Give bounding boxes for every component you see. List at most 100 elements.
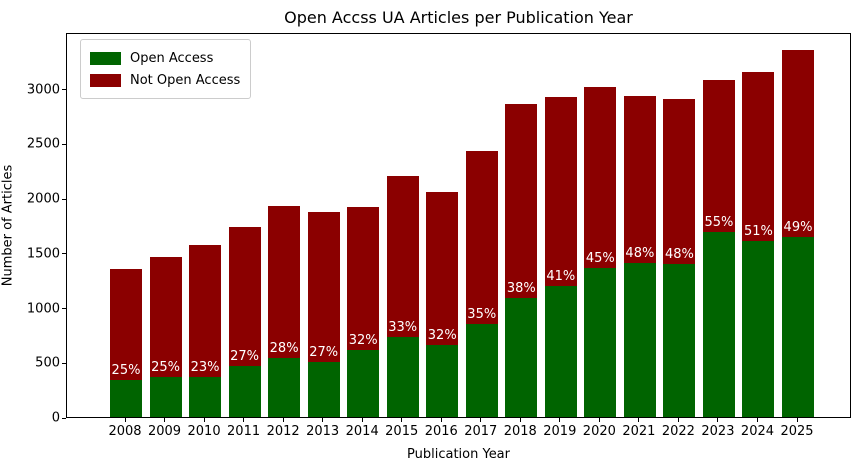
y-tick-label: 1500 <box>26 246 60 262</box>
x-tick-mark <box>243 418 245 422</box>
x-tick-label: 2008 <box>108 424 142 439</box>
stacked-bar-2008: 25% <box>110 269 142 417</box>
legend-label: Not Open Access <box>130 72 241 88</box>
x-tick-label: 2015 <box>385 424 419 439</box>
stacked-bar-2025: 49% <box>782 50 814 417</box>
x-tick-mark <box>322 418 324 422</box>
stacked-bar-2012: 28% <box>268 205 301 417</box>
open-access-segment <box>702 231 735 417</box>
y-tick-label: 2000 <box>26 191 60 207</box>
open-access-segment <box>544 285 577 417</box>
stacked-bar-2024: 51% <box>742 72 775 417</box>
open-access-segment <box>307 361 340 417</box>
percent-label: 25% <box>111 363 141 378</box>
percent-label: 27% <box>309 344 339 360</box>
stacked-bar-2017: 35% <box>465 151 498 417</box>
open-access-segment <box>742 241 775 417</box>
x-tick-label: 2010 <box>187 424 221 439</box>
open-access-segment <box>347 349 380 417</box>
x-tick-label: 2017 <box>464 424 498 439</box>
legend-entry: Not Open Access <box>90 69 240 91</box>
percent-label: 55% <box>704 214 734 230</box>
stacked-bar-2015: 33% <box>386 175 419 417</box>
stacked-bar-2011: 27% <box>228 226 261 417</box>
open-access-segment <box>465 323 498 417</box>
open-access-segment <box>623 262 656 417</box>
x-tick-mark <box>677 418 679 422</box>
legend-entry: Open Access <box>90 47 240 69</box>
y-tick-mark <box>62 89 66 91</box>
x-tick-mark <box>756 418 758 422</box>
percent-label: 35% <box>467 306 497 322</box>
percent-label: 38% <box>506 281 536 297</box>
stacked-bar-2022: 48% <box>663 99 696 417</box>
open-access-segment <box>228 365 261 417</box>
x-tick-label: 2023 <box>701 424 735 439</box>
x-tick-mark <box>203 418 205 422</box>
percent-label: 25% <box>151 360 180 376</box>
legend-swatch <box>90 73 121 87</box>
x-tick-mark <box>401 418 403 422</box>
stacked-bar-2016: 32% <box>426 191 459 417</box>
percent-label: 45% <box>585 251 615 267</box>
x-tick-label: 2009 <box>147 424 182 439</box>
y-tick-mark <box>62 308 66 310</box>
x-tick-mark <box>440 418 442 422</box>
open-access-segment <box>782 237 814 417</box>
open-access-segment <box>584 268 617 417</box>
y-tick-label: 3000 <box>26 82 60 98</box>
x-tick-mark <box>164 418 166 422</box>
x-tick-mark <box>638 418 640 422</box>
x-tick-mark <box>796 418 798 422</box>
y-tick-mark <box>62 198 66 200</box>
open-access-segment <box>426 344 459 417</box>
open-access-segment <box>505 298 538 417</box>
percent-label: 49% <box>783 220 813 236</box>
chart-title: Open Accss UA Articles per Publication Y… <box>284 8 633 27</box>
percent-label: 33% <box>388 320 418 336</box>
x-tick-mark <box>519 418 521 422</box>
x-tick-label: 2014 <box>345 424 379 439</box>
y-tick-label: 500 <box>35 355 60 371</box>
y-axis-label: Number of Articles <box>0 164 16 287</box>
y-tick-mark <box>62 143 66 145</box>
stacked-bar-2014: 32% <box>347 207 380 417</box>
y-tick-label: 0 <box>51 410 60 426</box>
x-tick-label: 2019 <box>543 424 577 439</box>
percent-label: 51% <box>744 224 773 240</box>
x-tick-label: 2018 <box>503 424 537 439</box>
open-access-segment <box>268 357 301 417</box>
percent-label: 48% <box>664 247 694 263</box>
stacked-bar-2018: 38% <box>505 103 538 417</box>
open-access-segment <box>663 264 696 417</box>
x-tick-mark <box>124 418 126 422</box>
x-tick-mark <box>598 418 600 422</box>
open-access-segment <box>110 380 142 417</box>
y-tick-label: 1000 <box>26 301 60 317</box>
x-tick-mark <box>480 418 482 422</box>
open-access-segment <box>386 337 419 417</box>
x-tick-label: 2016 <box>424 424 458 439</box>
x-tick-mark <box>361 418 363 422</box>
x-tick-label: 2025 <box>780 424 814 439</box>
stacked-bar-2019: 41% <box>544 96 577 417</box>
percent-label: 23% <box>190 360 220 376</box>
legend: Open Access Not Open Access <box>80 39 252 99</box>
stacked-bar-2023: 55% <box>702 79 735 417</box>
x-tick-label: 2020 <box>582 424 616 439</box>
percent-label: 32% <box>348 332 378 348</box>
percent-label: 28% <box>269 340 299 356</box>
percent-label: 41% <box>546 268 576 284</box>
stacked-bar-2013: 27% <box>307 212 340 417</box>
x-tick-label: 2011 <box>227 424 261 439</box>
y-tick-mark <box>62 253 66 255</box>
y-tick-mark <box>62 362 66 364</box>
y-tick-label: 2500 <box>26 136 60 152</box>
stacked-bar-2020: 45% <box>584 86 617 417</box>
stacked-bar-2021: 48% <box>623 95 656 417</box>
legend-label: Open Access <box>130 50 214 66</box>
open-access-segment <box>189 377 222 417</box>
x-tick-mark <box>717 418 719 422</box>
x-tick-label: 2024 <box>740 424 775 439</box>
